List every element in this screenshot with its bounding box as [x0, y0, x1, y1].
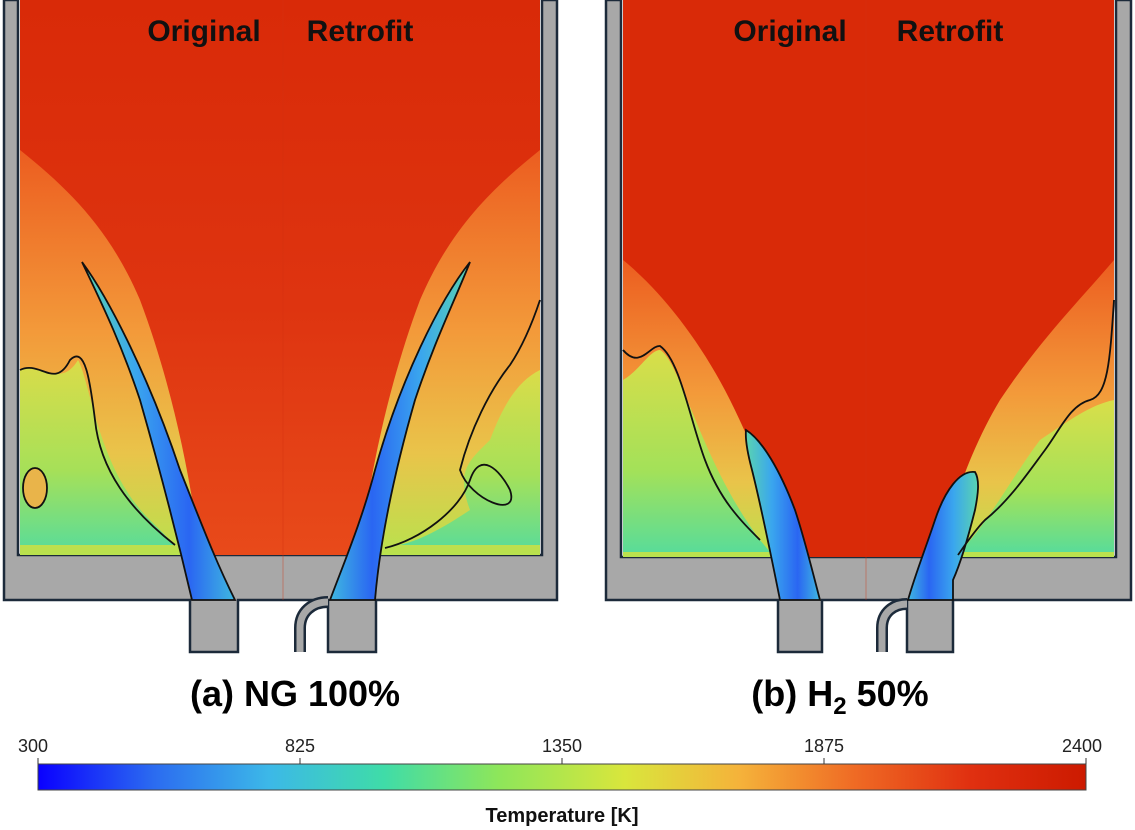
cool-zone-right-a	[400, 370, 540, 545]
left-label-a: Original	[147, 15, 260, 48]
colorbar-title: Temperature [K]	[486, 805, 639, 827]
fuel-jet-left-a	[81, 261, 237, 601]
colorbar-tick-label: 825	[285, 736, 315, 756]
isotherm-left-b	[622, 345, 761, 541]
isotherm-left-a	[19, 355, 176, 546]
fuel-jet-right-b	[906, 471, 979, 601]
colorbar: 300 825 1350 1875 2400 Temperature [K]	[18, 736, 1102, 827]
cool-zone-left-b	[623, 350, 770, 552]
isotherm-right-b	[957, 299, 1115, 556]
right-label-a: Retrofit	[307, 15, 414, 48]
colorbar-gradient	[37, 763, 1087, 791]
right-label-b: Retrofit	[897, 15, 1004, 48]
isotherm-right-a	[384, 299, 541, 549]
panel-caption-b-sub: 2	[833, 693, 846, 720]
panel-caption-b-prefix: (b) H	[751, 673, 833, 714]
panel-caption-b: (b) H2 50%	[751, 673, 928, 720]
panel-b: Original Retrofit (b) H2 50%	[604, 0, 1133, 720]
isotherm-island-a	[22, 467, 48, 509]
left-label-b: Original	[733, 15, 846, 48]
cool-zone-left-a	[20, 360, 175, 545]
colorbar-tick-label: 2400	[1062, 736, 1102, 756]
cool-zone-right-b	[960, 400, 1114, 552]
colorbar-tick-label: 1875	[804, 736, 844, 756]
colorbar-tick-label: 300	[18, 736, 48, 756]
panel-caption-b-suffix: 50%	[847, 673, 929, 714]
colorbar-tick-label: 1350	[542, 736, 582, 756]
panel-caption-a: (a) NG 100%	[190, 673, 400, 714]
colorbar-ticks: 300 825 1350 1875 2400	[18, 736, 1102, 764]
fuel-jet-right-a	[328, 261, 471, 601]
panel-a: Original Retrofit (a) NG 100%	[2, 0, 559, 714]
fuel-jet-left-b	[744, 428, 822, 601]
